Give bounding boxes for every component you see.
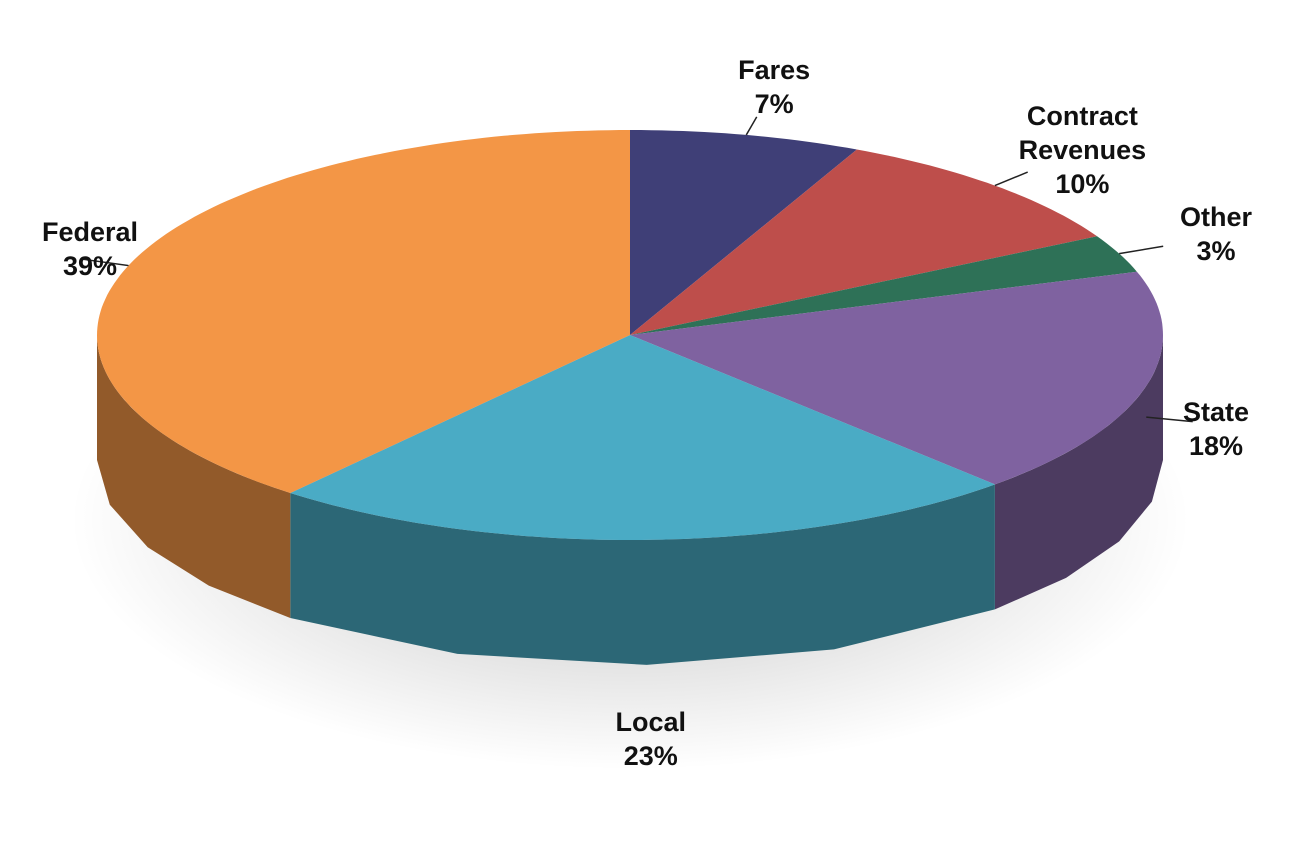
category-label: Federal bbox=[41, 216, 139, 247]
value-label: 10% bbox=[1055, 168, 1110, 199]
leader-line bbox=[745, 116, 758, 136]
slice bbox=[290, 335, 995, 540]
slice bbox=[630, 236, 1137, 335]
value-label: 39% bbox=[62, 250, 118, 281]
category-label: Local bbox=[615, 707, 687, 737]
leader-line bbox=[1119, 245, 1164, 255]
category-label: Contract Revenues bbox=[1018, 100, 1147, 165]
slice-label: State 18% bbox=[1183, 395, 1249, 463]
slice bbox=[630, 149, 1098, 335]
slice bbox=[630, 271, 1163, 485]
value-label: 18% bbox=[1188, 431, 1244, 462]
value-label: 7% bbox=[754, 88, 794, 119]
slice-label: Federal 39% bbox=[42, 215, 138, 283]
slice-side bbox=[290, 484, 995, 665]
slice-label: Local 23% bbox=[615, 705, 686, 773]
slice bbox=[630, 130, 857, 335]
value-label: 3% bbox=[1196, 236, 1236, 267]
slice-side bbox=[97, 335, 291, 618]
slice-label: Fares 7% bbox=[738, 53, 810, 121]
category-label: State bbox=[1182, 397, 1250, 428]
slice-label: Other 3% bbox=[1180, 200, 1252, 268]
slice-side bbox=[994, 335, 1163, 610]
leader-line bbox=[994, 171, 1028, 187]
value-label: 23% bbox=[623, 741, 678, 771]
leader-line bbox=[1146, 416, 1193, 423]
slice bbox=[97, 130, 630, 493]
category-label: Fares bbox=[738, 54, 811, 85]
category-label: Other bbox=[1179, 202, 1253, 233]
slice-label: Contract Revenues 10% bbox=[987, 99, 1177, 201]
leader-line bbox=[83, 258, 129, 267]
